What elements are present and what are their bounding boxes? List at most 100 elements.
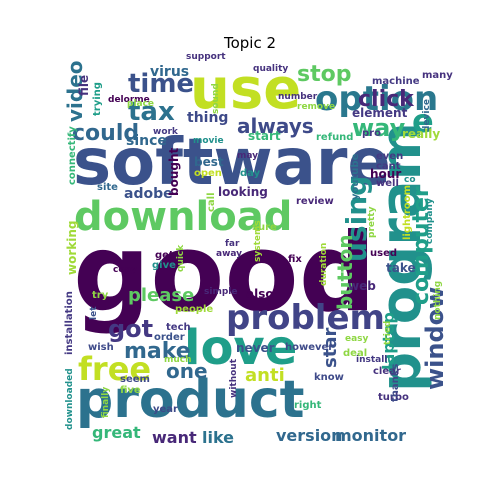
word-easy: easy bbox=[345, 334, 369, 344]
word-duration: duration bbox=[319, 243, 329, 286]
word-one: one bbox=[166, 359, 208, 383]
word-year: year bbox=[153, 404, 178, 415]
word-support: support bbox=[186, 52, 226, 62]
word-refund: refund bbox=[316, 132, 353, 143]
word-time: time bbox=[128, 69, 194, 99]
word-call: call bbox=[206, 192, 217, 212]
word-however: however bbox=[285, 342, 333, 353]
word-clear: clear bbox=[373, 366, 401, 377]
word-really: really bbox=[402, 127, 440, 141]
word-hour: hour bbox=[370, 167, 401, 181]
word-may: may bbox=[237, 151, 258, 161]
word-review: review bbox=[296, 196, 334, 207]
word-video: video bbox=[63, 60, 87, 122]
word-got: got bbox=[108, 315, 153, 343]
word-deal: deal bbox=[343, 348, 367, 359]
word-site: site bbox=[97, 182, 118, 193]
word-know: know bbox=[314, 372, 344, 383]
word-fix: fix bbox=[288, 254, 302, 265]
word-installation: installation bbox=[64, 291, 75, 355]
word-way: way bbox=[352, 114, 406, 142]
word-install: install bbox=[356, 355, 387, 365]
word-take: take bbox=[386, 261, 416, 275]
word-turbo: turbo bbox=[378, 392, 409, 403]
word-laptop: laptop bbox=[379, 312, 398, 370]
word-using: using bbox=[340, 176, 373, 262]
word-downloaded: downloaded bbox=[65, 368, 75, 430]
word-could: could bbox=[72, 121, 139, 146]
word-nothing: nothing bbox=[433, 281, 443, 320]
word-thing: thing bbox=[187, 110, 228, 126]
word-good: good bbox=[73, 211, 376, 336]
word-pretty: pretty bbox=[367, 206, 377, 238]
word-youtube: youtube bbox=[350, 153, 361, 200]
word-download: download bbox=[74, 194, 292, 240]
word-far: far bbox=[225, 239, 240, 249]
word-simple: simple bbox=[204, 287, 237, 297]
word-button: button bbox=[333, 234, 357, 310]
word-always: always bbox=[237, 114, 314, 138]
word-delorme: delorme bbox=[108, 95, 150, 105]
word-option: option bbox=[315, 79, 438, 119]
word-also: also bbox=[246, 287, 274, 301]
word-web: web bbox=[348, 279, 376, 293]
word-tech: tech bbox=[166, 322, 191, 333]
word-quality: quality bbox=[253, 64, 288, 74]
word-movie: movie bbox=[193, 136, 224, 146]
word-copy: copy bbox=[113, 265, 137, 275]
word-number: number bbox=[278, 92, 318, 102]
word-trying: trying bbox=[92, 82, 103, 116]
word-systems: systems bbox=[253, 220, 263, 262]
word-use: use bbox=[190, 57, 301, 122]
word-many: many bbox=[422, 70, 453, 81]
word-great: great bbox=[92, 423, 141, 442]
word-stop: stop bbox=[297, 62, 351, 87]
word-software: software bbox=[73, 126, 391, 200]
word-let: let bbox=[89, 306, 99, 320]
word-file: file bbox=[77, 75, 91, 96]
word-window: window bbox=[421, 287, 449, 390]
word-please: please bbox=[128, 285, 194, 306]
word-order: order bbox=[154, 332, 185, 343]
word-right: right bbox=[294, 400, 322, 411]
word-problem: problem bbox=[226, 298, 385, 338]
word-seem: seem bbox=[120, 374, 150, 385]
word-work: work bbox=[153, 127, 179, 137]
word-co: co bbox=[404, 175, 416, 185]
word-connectify: connectify bbox=[67, 126, 78, 185]
word-make: make bbox=[124, 339, 191, 364]
word-love: love bbox=[184, 320, 297, 376]
word-product: product bbox=[76, 370, 305, 430]
word-bought: bought bbox=[167, 147, 181, 196]
chart-title: Topic 2 bbox=[223, 34, 277, 52]
word-tax: tax bbox=[128, 97, 175, 127]
word-tried: tried bbox=[383, 321, 393, 345]
word-open: open bbox=[194, 168, 222, 179]
word-well: well bbox=[376, 178, 399, 189]
word-company: company bbox=[425, 198, 435, 244]
word-never: never bbox=[236, 341, 275, 355]
word-virus: virus bbox=[150, 64, 189, 80]
word-remove: remove bbox=[297, 102, 335, 112]
word-cant: cant bbox=[376, 161, 401, 172]
word-people: people bbox=[175, 304, 213, 315]
word-computer: computer bbox=[409, 186, 434, 305]
word-day: day bbox=[240, 168, 261, 179]
word-even: even bbox=[376, 151, 403, 162]
word-five: five bbox=[120, 385, 141, 396]
word-version: version bbox=[276, 426, 343, 445]
word-without: without bbox=[229, 358, 239, 398]
word-click: click bbox=[358, 87, 415, 112]
word-lightroom: lightroom bbox=[402, 185, 413, 240]
word-monitor: monitor bbox=[335, 426, 406, 445]
word-free: free bbox=[78, 350, 151, 388]
word-try: try bbox=[92, 290, 109, 301]
word-adobe: adobe bbox=[124, 186, 173, 202]
word-away: away bbox=[216, 249, 242, 259]
word-get: get bbox=[155, 250, 174, 261]
word-element: element bbox=[352, 106, 408, 120]
word-star: star bbox=[320, 328, 341, 368]
word-like: like bbox=[202, 428, 234, 447]
word-start: start bbox=[248, 129, 281, 143]
